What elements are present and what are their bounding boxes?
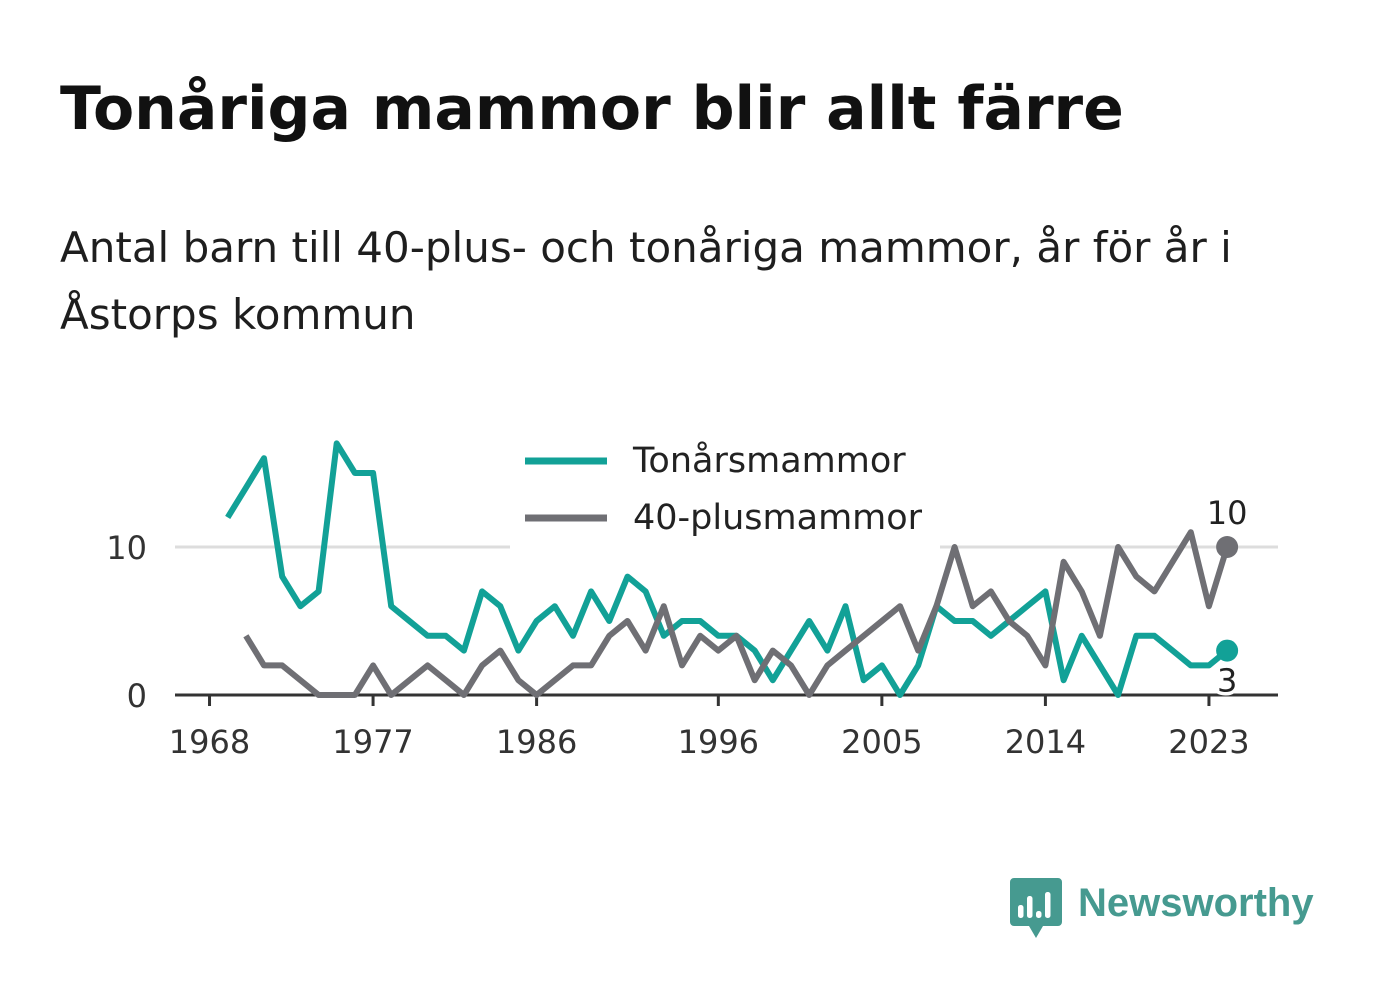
y-tick-label: 0 (127, 677, 147, 715)
x-tick-label: 1986 (496, 723, 577, 761)
end-point-40-plusmammor (1216, 536, 1239, 558)
end-point-ton-rsmammor (1216, 639, 1239, 662)
x-tick-label: 1996 (678, 723, 759, 761)
legend: Tonårsmammor 40-plusmammor (510, 430, 940, 550)
series-line-ton-rsmammor (225, 440, 1229, 698)
legend-background (510, 430, 940, 550)
x-tick-label: 2023 (1168, 723, 1249, 761)
series-layer (225, 440, 1239, 698)
chart-subtitle: Antal barn till 40-plus- och tonåriga ma… (60, 223, 1232, 339)
axis-layer: 0 10 1968 1977 1986 1996 2005 2014 2023 (106, 529, 1278, 761)
logo-text: Newsworthy (1078, 881, 1314, 925)
x-tick-label: 2014 (1005, 723, 1086, 761)
end-label-layer: 3 10 (1203, 491, 1251, 704)
end-label-ton-rsmammor: 3 (1217, 662, 1237, 700)
x-tick-label: 1968 (169, 723, 250, 761)
y-tick-label: 10 (106, 529, 147, 567)
x-tick-label: 1977 (332, 723, 413, 761)
series-line-40-plusmammor (243, 529, 1230, 698)
legend-label-tonarsmammor: Tonårsmammor (632, 440, 906, 481)
chart-title: Tonåriga mammor blir allt färre (60, 74, 1124, 144)
bar-chart-speech-bubble-icon (1010, 878, 1062, 938)
end-label-40-plusmammor: 10 (1207, 494, 1248, 532)
newsworthy-logo: Newsworthy (1010, 878, 1314, 940)
legend-label-40-plusmammor: 40-plusmammor (633, 498, 923, 538)
x-tick-label: 2005 (841, 723, 922, 761)
